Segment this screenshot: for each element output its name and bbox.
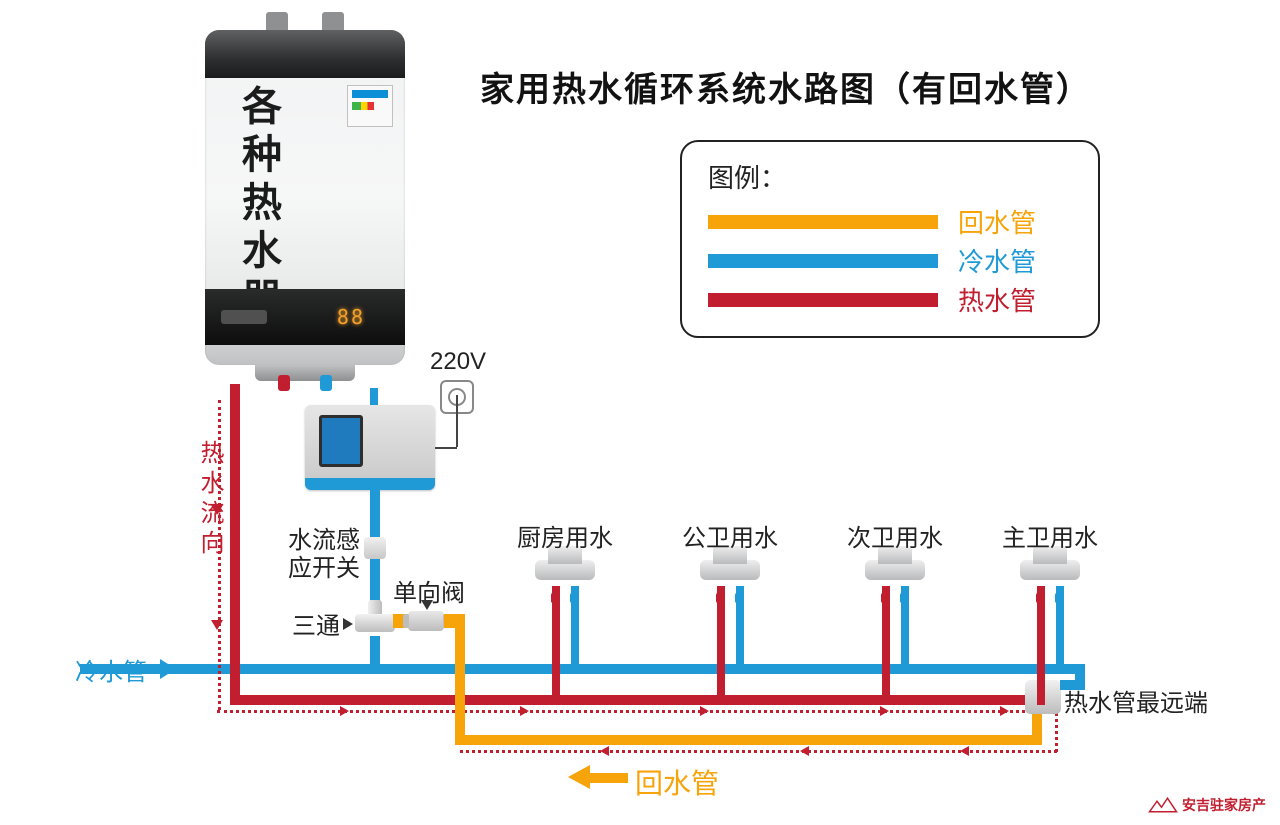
pipe-cold-branch [736, 586, 744, 674]
heater-top [205, 30, 405, 78]
pipe-cold-branch [1056, 586, 1064, 674]
hot-flow-arrow-icon [1000, 706, 1009, 716]
pipe-cold-vert-heater-pump [370, 388, 378, 405]
pipe-hot-main [230, 695, 1042, 705]
pipe-return-vert [455, 618, 465, 745]
pipe-hot-branch [552, 586, 560, 705]
cold-inlet-arrow-icon [160, 659, 176, 679]
return-pipe-label: 回水管 [635, 762, 719, 802]
hot-flow-arrow-icon [211, 620, 223, 630]
tee-label: 三通 [292, 606, 340, 641]
hot-flow-label: 热水流向 [192, 440, 227, 560]
legend-item-cold: 冷水管 [708, 242, 1072, 279]
legend-box: 图例： 回水管 冷水管 热水管 [680, 140, 1100, 338]
valve-pointer-icon [421, 600, 433, 610]
diagram-title: 家用热水循环系统水路图（有回水管） [480, 62, 1092, 111]
legend-title: 图例： [708, 158, 1072, 195]
heater-control-panel [205, 289, 405, 345]
outlet-label: 公卫用水 [682, 518, 778, 553]
pipe-cold-tee-to-main [370, 636, 380, 664]
outlet-label: 厨房用水 [517, 518, 613, 553]
hot-flow-arrow-icon [700, 706, 709, 716]
return-arrow-icon [568, 765, 590, 789]
diagram-canvas: 家用热水循环系统水路图（有回水管） 图例： 回水管 冷水管 热水管 各种热水器 [0, 0, 1280, 825]
pipe-hot-branch [717, 586, 725, 705]
cold-pipe-label: 冷水管 [75, 652, 147, 687]
pipe-cold-branch [571, 586, 579, 674]
pipe-hot-branch [1037, 586, 1045, 705]
heater-outlet-stubs [278, 375, 332, 391]
circulation-pump [305, 405, 435, 490]
faucet-icon [865, 560, 925, 595]
faucet-icon [700, 560, 760, 595]
hot-farthest-label: 热水管最远端 [1064, 683, 1208, 718]
pipe-cold-branch [901, 586, 909, 674]
faucet-icon [1020, 560, 1080, 595]
hot-flow-arrow-icon [340, 706, 349, 716]
faucet-icon [535, 560, 595, 595]
power-wire-v [456, 395, 458, 447]
tee-fitting-icon [355, 606, 395, 638]
check-valve-icon [408, 611, 444, 631]
legend-bar-hot [708, 293, 938, 307]
pump-label-strip [305, 478, 435, 490]
pipe-return-main [455, 735, 1041, 745]
heater-cold-stub [320, 375, 332, 391]
hot-flow-arrow-icon [880, 706, 889, 716]
outlet-label: 主卫用水 [1002, 518, 1098, 553]
return-flow-arrow-icon [960, 746, 969, 756]
watermark: 安吉驻家房产 [1148, 795, 1266, 815]
flow-sensor-icon [364, 537, 386, 559]
pipe-hot-vert-heater [230, 384, 240, 705]
legend-label-return: 回水管 [958, 203, 1036, 240]
watermark-text: 安吉驻家房产 [1182, 795, 1266, 815]
legend-item-hot: 热水管 [708, 281, 1072, 318]
return-arrow-tail [590, 773, 628, 783]
water-heater: 各种热水器 [205, 30, 405, 365]
return-flow-arrow-icon [600, 746, 609, 756]
outlet-label: 次卫用水 [847, 518, 943, 553]
watermark-logo-icon [1148, 795, 1178, 815]
heater-hot-stub [278, 375, 290, 391]
legend-bar-return [708, 215, 938, 229]
legend-label-hot: 热水管 [958, 281, 1036, 318]
power-wire-h [435, 447, 457, 449]
pipe-hot-branch [882, 586, 890, 705]
legend-label-cold: 冷水管 [958, 242, 1036, 279]
return-flow-arrow-icon [800, 746, 809, 756]
heater-sticker-icon [347, 85, 393, 127]
voltage-label: 220V [430, 348, 486, 376]
legend-item-return: 回水管 [708, 203, 1072, 240]
tee-pointer-icon [343, 618, 353, 630]
legend-bar-cold [708, 254, 938, 268]
pump-screen-icon [319, 415, 363, 467]
flow-switch-label-l2: 应开关 [288, 548, 360, 583]
hot-flow-arrow-icon [520, 706, 529, 716]
